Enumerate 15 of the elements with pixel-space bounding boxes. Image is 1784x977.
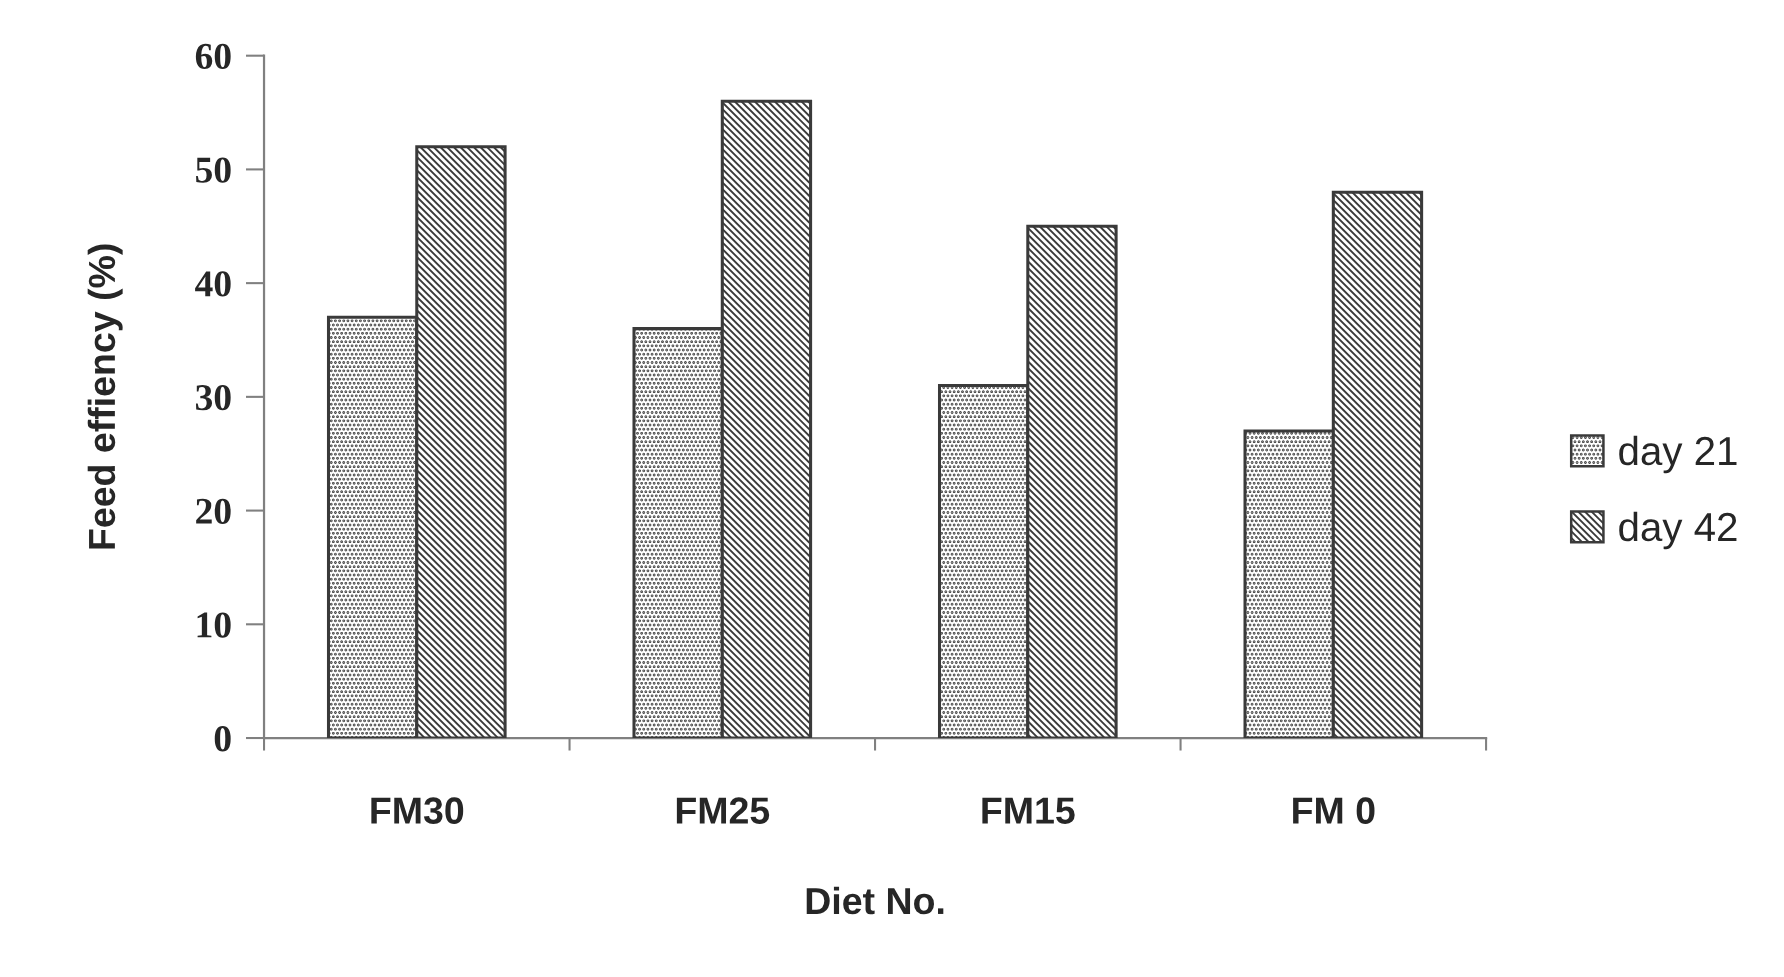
y-tick-label: 30	[196, 384, 231, 411]
y-tick-label: 40	[195, 271, 231, 297]
x-tick-label: FM30	[371, 797, 464, 824]
y-tick-label: 50	[196, 157, 231, 183]
y-tick-label: 20	[196, 498, 231, 524]
legend-label: day 21	[1619, 435, 1737, 474]
x-tick-label: FM 0	[1293, 797, 1375, 824]
y-tick-label: 0	[214, 726, 231, 752]
legend-label: day 42	[1619, 511, 1737, 550]
y-tick-label: 60	[195, 43, 231, 70]
y-axis-title: Feed effiency (%)	[87, 244, 123, 549]
x-tick-label: FM25	[676, 797, 770, 824]
x-tick-label: FM15	[982, 797, 1075, 824]
y-tick-label: 10	[197, 612, 231, 638]
x-axis-title: Diet No.	[806, 886, 944, 915]
